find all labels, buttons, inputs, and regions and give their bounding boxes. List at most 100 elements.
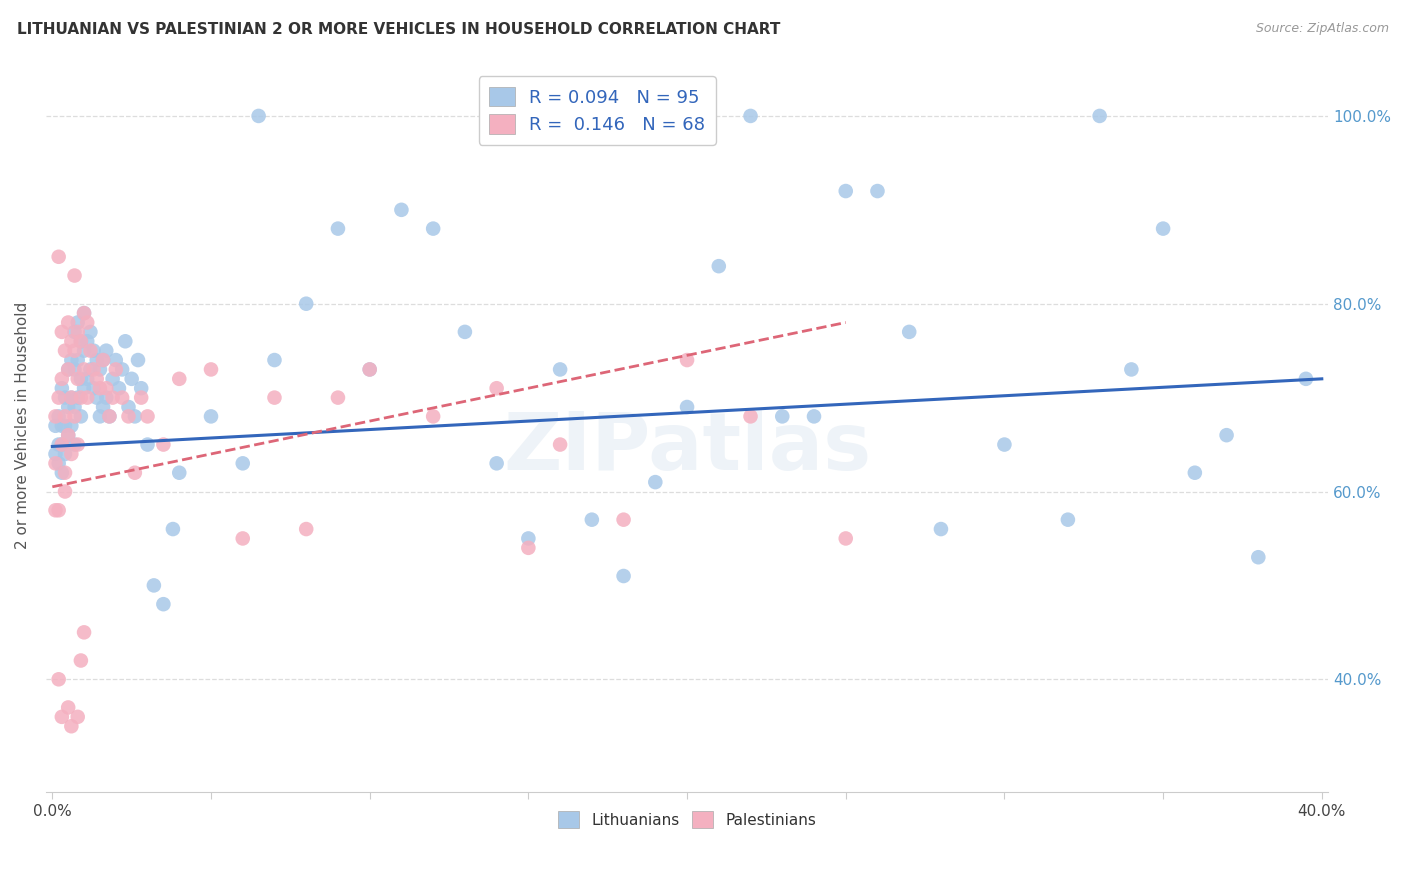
- Point: [73, 306, 96, 320]
- Point: [169, 372, 191, 386]
- Point: [101, 391, 124, 405]
- Point: [51, 710, 73, 724]
- Point: [83, 381, 105, 395]
- Point: [124, 466, 146, 480]
- Point: [866, 184, 889, 198]
- Point: [548, 362, 571, 376]
- Point: [929, 522, 952, 536]
- Point: [162, 522, 184, 536]
- Point: [48, 409, 70, 424]
- Point: [114, 334, 136, 349]
- Point: [60, 719, 83, 733]
- Point: [66, 710, 89, 724]
- Point: [70, 334, 93, 349]
- Point: [263, 353, 285, 368]
- Point: [169, 466, 191, 480]
- Point: [48, 673, 70, 687]
- Point: [70, 653, 93, 667]
- Point: [66, 316, 89, 330]
- Point: [83, 343, 105, 358]
- Point: [232, 532, 254, 546]
- Point: [326, 391, 349, 405]
- Point: [76, 334, 98, 349]
- Point: [152, 437, 174, 451]
- Point: [104, 353, 127, 368]
- Point: [51, 381, 73, 395]
- Point: [96, 381, 118, 395]
- Point: [48, 391, 70, 405]
- Point: [51, 437, 73, 451]
- Point: [56, 700, 79, 714]
- Point: [96, 391, 118, 405]
- Point: [89, 381, 111, 395]
- Point: [60, 447, 83, 461]
- Point: [117, 409, 139, 424]
- Point: [152, 597, 174, 611]
- Point: [56, 362, 79, 376]
- Point: [51, 418, 73, 433]
- Point: [359, 362, 381, 376]
- Point: [48, 437, 70, 451]
- Point: [44, 409, 66, 424]
- Point: [76, 372, 98, 386]
- Point: [1184, 466, 1206, 480]
- Point: [63, 437, 86, 451]
- Point: [76, 316, 98, 330]
- Point: [96, 343, 118, 358]
- Point: [73, 381, 96, 395]
- Point: [79, 325, 101, 339]
- Point: [66, 437, 89, 451]
- Point: [86, 391, 108, 405]
- Point: [232, 456, 254, 470]
- Point: [73, 362, 96, 376]
- Point: [803, 409, 825, 424]
- Point: [326, 221, 349, 235]
- Point: [295, 296, 318, 310]
- Point: [770, 409, 793, 424]
- Point: [44, 447, 66, 461]
- Point: [835, 184, 858, 198]
- Point: [56, 316, 79, 330]
- Point: [707, 259, 730, 273]
- Legend: Lithuanians, Palestinians: Lithuanians, Palestinians: [550, 804, 824, 836]
- Point: [1295, 372, 1317, 386]
- Point: [60, 353, 83, 368]
- Point: [898, 325, 921, 339]
- Point: [53, 343, 76, 358]
- Point: [124, 409, 146, 424]
- Point: [993, 437, 1015, 451]
- Point: [101, 372, 124, 386]
- Point: [63, 409, 86, 424]
- Point: [548, 437, 571, 451]
- Point: [91, 353, 114, 368]
- Point: [86, 353, 108, 368]
- Text: LITHUANIAN VS PALESTINIAN 2 OR MORE VEHICLES IN HOUSEHOLD CORRELATION CHART: LITHUANIAN VS PALESTINIAN 2 OR MORE VEHI…: [17, 22, 780, 37]
- Point: [44, 456, 66, 470]
- Point: [66, 325, 89, 339]
- Point: [63, 325, 86, 339]
- Point: [200, 362, 222, 376]
- Point: [66, 353, 89, 368]
- Point: [136, 437, 159, 451]
- Point: [91, 353, 114, 368]
- Point: [129, 381, 152, 395]
- Point: [117, 400, 139, 414]
- Point: [263, 391, 285, 405]
- Point: [1057, 513, 1080, 527]
- Point: [644, 475, 666, 489]
- Point: [60, 418, 83, 433]
- Point: [129, 391, 152, 405]
- Point: [1152, 221, 1174, 235]
- Point: [70, 334, 93, 349]
- Point: [83, 362, 105, 376]
- Point: [422, 409, 444, 424]
- Text: ZIPatlas: ZIPatlas: [503, 409, 872, 487]
- Point: [613, 569, 636, 583]
- Point: [60, 391, 83, 405]
- Point: [295, 522, 318, 536]
- Point: [613, 513, 636, 527]
- Point: [73, 306, 96, 320]
- Point: [98, 409, 121, 424]
- Point: [51, 466, 73, 480]
- Point: [111, 362, 134, 376]
